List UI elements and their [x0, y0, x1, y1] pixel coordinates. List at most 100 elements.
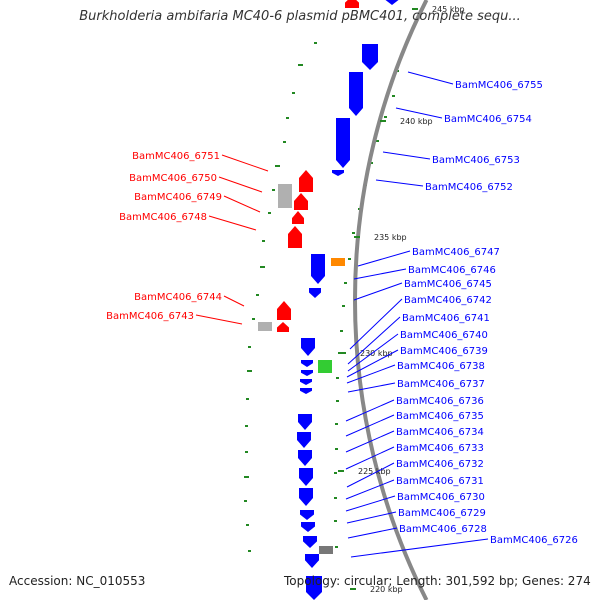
gene-arrow[interactable] — [297, 432, 311, 448]
gene-arrow[interactable] — [301, 338, 315, 356]
gene-arrow[interactable] — [298, 450, 312, 466]
gene-label[interactable]: BamMC406_6735 — [396, 411, 484, 422]
gene-label[interactable]: BamMC406_6752 — [425, 182, 513, 193]
label-leader — [208, 215, 257, 231]
gene-label[interactable]: BamMC406_6730 — [397, 492, 485, 503]
gene-arrow[interactable] — [319, 546, 333, 554]
gene-arrow[interactable] — [349, 72, 363, 116]
gene-arrow[interactable] — [318, 360, 332, 373]
gene-label[interactable]: BamMC406_6734 — [396, 427, 484, 438]
label-leader — [347, 527, 398, 539]
gene-label[interactable]: BamMC406_6741 — [402, 313, 490, 324]
gene-arrow[interactable] — [385, 0, 399, 5]
label-leader — [357, 250, 411, 267]
gc-mark — [268, 212, 271, 214]
gene-arrow[interactable] — [300, 379, 312, 385]
map-title: Burkholderia ambifaria MC40-6 plasmid pB… — [79, 9, 521, 24]
gene-arrow[interactable] — [301, 360, 313, 367]
gene-arrow[interactable] — [298, 414, 312, 430]
summary-text: Topology: circular; Length: 301,592 bp; … — [284, 574, 591, 588]
gc-mark — [246, 398, 249, 400]
gene-arrow[interactable] — [299, 488, 313, 506]
gene-arrow[interactable] — [306, 576, 322, 600]
gene-label[interactable]: BamMC406_6753 — [432, 155, 520, 166]
gc-mark — [336, 400, 339, 402]
gene-arrow[interactable] — [301, 370, 313, 376]
gene-arrow[interactable] — [309, 288, 321, 298]
gc-mark — [246, 524, 249, 526]
gene-arrow[interactable] — [300, 388, 312, 394]
gene-label[interactable]: BamMC406_6731 — [396, 476, 484, 487]
label-leader — [218, 176, 263, 193]
gene-label[interactable]: BamMC406_6737 — [397, 379, 485, 390]
gene-label[interactable]: BamMC406_6728 — [399, 524, 487, 535]
gc-mark — [335, 423, 338, 425]
gene-arrow[interactable] — [258, 322, 272, 331]
gene-label[interactable]: BamMC406_6750 — [129, 173, 217, 184]
gene-arrow[interactable] — [345, 0, 359, 8]
gene-label[interactable]: BamMC406_6729 — [398, 508, 486, 519]
gene-arrow[interactable] — [299, 170, 313, 192]
gc-mark — [272, 189, 275, 191]
gene-arrow[interactable] — [292, 211, 304, 224]
gene-label[interactable]: BamMC406_6754 — [444, 114, 532, 125]
gene-label[interactable]: BamMC406_6745 — [404, 279, 492, 290]
gene-arrow[interactable] — [311, 254, 325, 284]
gene-arrow[interactable] — [331, 258, 345, 266]
gene-arrow[interactable] — [278, 184, 292, 208]
gc-mark — [384, 116, 387, 118]
label-leader — [346, 462, 395, 488]
gene-label[interactable]: BamMC406_6743 — [106, 311, 194, 322]
gene-label[interactable]: BamMC406_6744 — [134, 292, 222, 303]
gc-mark — [344, 282, 347, 284]
tick-label: 220 kbp — [370, 585, 403, 594]
label-leader — [382, 151, 431, 160]
gc-mark — [348, 258, 351, 260]
gc-mark — [244, 500, 247, 502]
gene-label[interactable]: BamMC406_6755 — [455, 80, 543, 91]
gc-mark — [283, 141, 286, 143]
gene-arrow[interactable] — [288, 226, 302, 248]
gene-arrow[interactable] — [300, 510, 314, 520]
gene-label[interactable]: BamMC406_6733 — [396, 443, 484, 454]
gene-arrow[interactable] — [301, 522, 315, 532]
gene-arrow[interactable] — [305, 554, 319, 568]
gc-mark — [248, 346, 251, 348]
gene-label[interactable]: BamMC406_6726 — [490, 535, 578, 546]
gene-label[interactable]: BamMC406_6738 — [397, 361, 485, 372]
label-leader — [346, 349, 399, 378]
tick-label: 240 kbp — [400, 117, 433, 126]
gene-label[interactable]: BamMC406_6742 — [404, 295, 492, 306]
label-leader — [346, 364, 396, 384]
gene-arrow[interactable] — [362, 44, 378, 70]
gene-arrow[interactable] — [332, 170, 344, 176]
gene-labels: BamMC406_6755 BamMC406_6754 BamMC406_6753 B… — [106, 71, 578, 558]
gc-mark — [338, 352, 341, 354]
gene-arrow[interactable] — [294, 193, 308, 210]
gene-label[interactable]: BamMC406_6739 — [400, 346, 488, 357]
gene-label[interactable]: BamMC406_6751 — [132, 151, 220, 162]
feature-track — [258, 0, 399, 600]
gc-mark — [247, 370, 252, 372]
gene-arrow[interactable] — [277, 322, 289, 332]
label-leader — [195, 314, 243, 325]
gene-arrow[interactable] — [336, 118, 350, 168]
gene-label[interactable]: BamMC406_6736 — [396, 396, 484, 407]
gc-mark — [292, 92, 295, 94]
gene-arrow[interactable] — [303, 536, 317, 548]
gene-label[interactable]: BamMC406_6748 — [119, 212, 207, 223]
gene-arrow[interactable] — [277, 301, 291, 320]
gene-arrow[interactable] — [299, 468, 313, 486]
gene-label[interactable]: BamMC406_6740 — [400, 330, 488, 341]
label-leader — [347, 382, 396, 393]
label-leader — [350, 538, 489, 558]
gene-label[interactable]: BamMC406_6747 — [412, 247, 500, 258]
gc-mark — [334, 520, 337, 522]
gene-label[interactable]: BamMC406_6749 — [134, 192, 222, 203]
gene-label[interactable]: BamMC406_6746 — [408, 265, 496, 276]
label-leader — [345, 479, 395, 500]
gene-label[interactable]: BamMC406_6732 — [396, 459, 484, 470]
tick-label: 230 kbp — [360, 349, 393, 358]
gc-mark — [252, 318, 255, 320]
